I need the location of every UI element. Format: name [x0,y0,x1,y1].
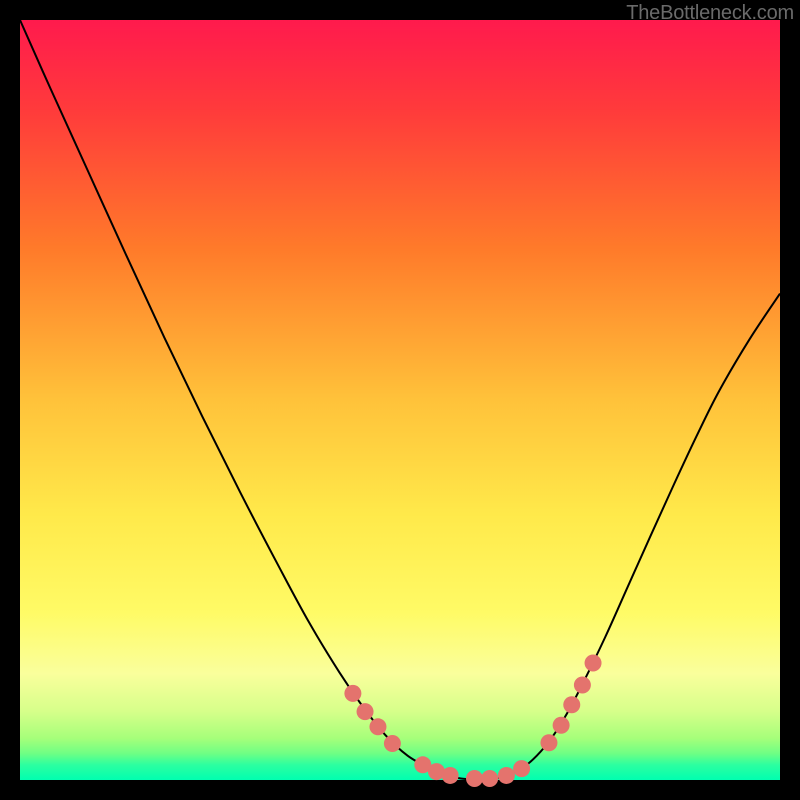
curve-marker [481,770,498,787]
curve-marker [513,760,530,777]
curve-marker [585,654,602,671]
curve-marker [357,703,374,720]
curve-marker [553,717,570,734]
curve-marker [369,718,386,735]
curve-marker [384,735,401,752]
chart-container: TheBottleneck.com [0,0,800,800]
bottleneck-curve [20,20,780,780]
curve-marker [540,734,557,751]
curve-marker [498,767,515,784]
curve-marker [574,677,591,694]
watermark-text: TheBottleneck.com [626,2,794,25]
curve-layer [20,20,780,780]
curve-marker [466,770,483,787]
curve-markers [344,654,601,787]
plot-area [20,20,780,780]
curve-marker [442,767,459,784]
curve-marker [563,696,580,713]
curve-marker [344,685,361,702]
